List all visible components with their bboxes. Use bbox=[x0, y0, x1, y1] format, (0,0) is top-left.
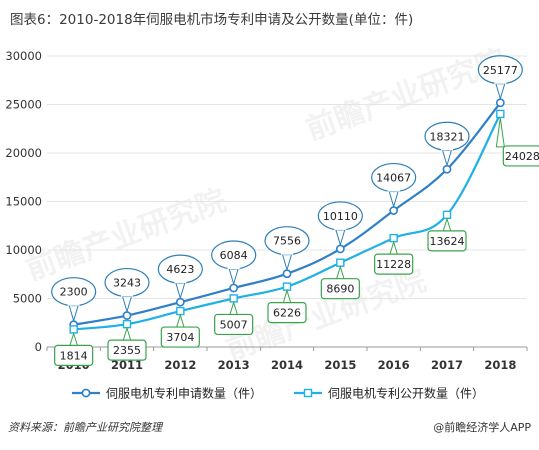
legend-label: 伺服电机专利公开数量（件） bbox=[328, 386, 484, 401]
callout-box bbox=[54, 344, 94, 367]
callout-box bbox=[107, 339, 147, 361]
brand-text: @前瞻经济学人APP bbox=[433, 421, 531, 434]
chart-title: 图表6：2010-2018年伺服电机市场专利申请及公开数量(单位：件) bbox=[10, 12, 414, 28]
callout-gap bbox=[121, 292, 133, 297]
x-tick-label: 2018 bbox=[484, 358, 516, 372]
data-label: 3243 bbox=[113, 277, 141, 290]
y-tick-label: 20000 bbox=[5, 146, 42, 160]
callout-box bbox=[502, 145, 539, 167]
data-label: 18321 bbox=[430, 130, 465, 143]
data-label: 24028 bbox=[505, 150, 539, 163]
callout-pointer bbox=[282, 288, 292, 305]
y-tick-label: 30000 bbox=[5, 49, 42, 63]
x-tick-label: 2014 bbox=[271, 358, 303, 372]
data-label: 2300 bbox=[60, 286, 88, 299]
data-label: 5007 bbox=[220, 318, 248, 331]
data-label: 4623 bbox=[166, 263, 194, 276]
y-tick-label: 0 bbox=[35, 340, 42, 354]
data-label: 7556 bbox=[273, 235, 301, 248]
data-label: 6226 bbox=[273, 307, 301, 320]
callout-pointer bbox=[228, 300, 239, 316]
y-tick-label: 25000 bbox=[5, 98, 42, 112]
data-label: 2355 bbox=[113, 344, 141, 357]
data-label: 14067 bbox=[376, 172, 411, 185]
callout-pointer bbox=[442, 217, 452, 233]
x-tick-label: 2011 bbox=[111, 358, 143, 372]
x-tick-label: 2015 bbox=[324, 358, 356, 372]
x-tick-label: 2013 bbox=[218, 358, 250, 372]
data-label: 6084 bbox=[220, 249, 248, 262]
callout-pointer bbox=[495, 117, 505, 148]
callout-pointer bbox=[388, 240, 399, 256]
callout-box bbox=[427, 230, 467, 252]
callout-box bbox=[267, 302, 307, 324]
callout-box bbox=[160, 326, 200, 348]
source-note: 资料来源：前瞻产业研究院整理 bbox=[8, 421, 162, 434]
callout-box bbox=[214, 313, 254, 336]
callout-box bbox=[374, 253, 414, 275]
callout-gap bbox=[227, 264, 240, 269]
callout-pointer bbox=[335, 265, 346, 281]
callout-pointer bbox=[68, 331, 79, 347]
series-line bbox=[73, 102, 502, 326]
callout-gap bbox=[494, 79, 507, 84]
data-label: 8690 bbox=[326, 283, 354, 296]
callout-gap bbox=[387, 187, 400, 192]
data-point bbox=[496, 109, 505, 119]
callout-pointer bbox=[175, 313, 186, 329]
x-tick-label: 2017 bbox=[431, 358, 463, 372]
legend-marker bbox=[81, 388, 91, 398]
y-tick-label: 5000 bbox=[13, 292, 42, 306]
callout-pointer bbox=[122, 326, 132, 342]
callout-gap bbox=[67, 301, 80, 306]
callout-gap bbox=[441, 146, 453, 151]
legend-label: 伺服电机专利申请数量（件） bbox=[106, 386, 262, 401]
x-tick-label: 2016 bbox=[378, 358, 410, 372]
brand-credit: @前瞻经济学人APP bbox=[433, 419, 531, 435]
x-tick-label: 2012 bbox=[164, 358, 196, 372]
legend-marker bbox=[303, 388, 313, 398]
data-label: 13624 bbox=[430, 235, 465, 248]
callout-gap bbox=[174, 279, 187, 284]
data-label: 3704 bbox=[166, 331, 194, 344]
y-tick-label: 15000 bbox=[5, 195, 42, 209]
data-label: 25177 bbox=[483, 64, 518, 77]
callout-box bbox=[320, 278, 360, 300]
data-label: 10110 bbox=[323, 210, 358, 223]
callout-gap bbox=[334, 225, 347, 230]
y-tick-label: 10000 bbox=[5, 243, 42, 257]
data-label: 1814 bbox=[60, 349, 88, 362]
data-label: 11228 bbox=[376, 258, 411, 271]
callout-gap bbox=[281, 250, 293, 255]
